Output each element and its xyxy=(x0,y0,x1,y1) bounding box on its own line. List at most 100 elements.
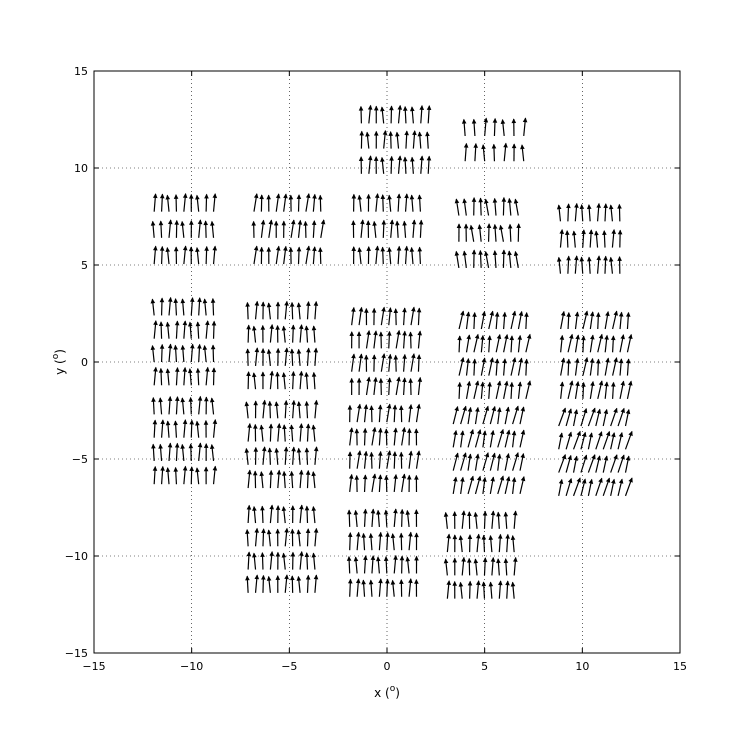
y-tick-label: −10 xyxy=(65,550,88,563)
x-tick-label: −5 xyxy=(281,660,297,673)
quiver-arrow xyxy=(473,511,479,529)
quiver-arrow xyxy=(298,370,304,390)
quiver-arrow xyxy=(625,311,631,330)
quiver-arrow xyxy=(492,197,498,216)
quiver-arrow xyxy=(409,246,415,265)
quiver-arrow xyxy=(399,555,405,574)
quiver-arrow xyxy=(496,558,501,576)
quiver-arrow xyxy=(165,420,171,438)
quiver-arrow xyxy=(399,508,405,527)
quiver-arrow xyxy=(617,229,623,248)
quiver-arrow xyxy=(512,510,518,529)
quiver-arrow xyxy=(373,376,378,396)
quiver-arrow xyxy=(488,535,494,553)
quiver-arrow xyxy=(267,400,273,419)
quiver-arrow xyxy=(404,193,409,212)
quiver-arrow xyxy=(504,476,511,495)
quiver-arrow xyxy=(489,452,496,471)
quiver-arrow xyxy=(365,131,370,149)
quiver-arrow xyxy=(361,532,367,551)
quiver-arrow xyxy=(402,220,407,238)
quiver-arrow xyxy=(386,403,392,423)
quiver-arrow xyxy=(471,197,477,216)
quiver-arrow xyxy=(312,193,317,212)
quiver-arrow xyxy=(624,477,633,497)
quiver-arrow xyxy=(252,552,257,570)
quiver-arrow xyxy=(452,511,457,529)
quiver-arrow xyxy=(165,247,171,265)
quiver-arrow xyxy=(452,476,458,495)
quiver-arrow xyxy=(503,380,509,399)
quiver-arrow xyxy=(284,527,289,547)
quiver-arrow xyxy=(356,377,362,395)
quiver-arrow xyxy=(402,105,408,124)
quiver-arrow xyxy=(501,196,507,216)
quiver-arrow xyxy=(269,324,275,343)
quiver-arrow xyxy=(290,575,295,593)
quiver-arrow xyxy=(512,452,520,471)
quiver-arrow xyxy=(617,432,624,450)
quiver-arrow xyxy=(291,399,296,419)
quiver-arrow xyxy=(158,397,163,415)
quiver-arrow xyxy=(463,223,469,242)
quiver-arrow xyxy=(495,380,502,399)
quiver-arrow xyxy=(304,400,310,419)
quiver-arrow xyxy=(465,380,472,399)
quiver-arrow xyxy=(152,465,158,485)
quiver-arrow xyxy=(522,117,528,137)
quiver-arrow xyxy=(589,380,595,399)
quiver-arrow xyxy=(505,580,510,599)
quiver-arrow xyxy=(564,230,570,248)
quiver-arrow xyxy=(510,581,516,599)
quiver-arrow xyxy=(259,194,264,212)
quiver-arrow xyxy=(381,219,387,238)
quiver-arrow xyxy=(283,400,289,419)
quiver-arrow xyxy=(417,330,423,349)
quiver-arrow xyxy=(477,224,483,242)
quiver-arrow xyxy=(473,558,479,576)
quiver-arrow xyxy=(296,348,302,366)
quiver-arrow xyxy=(402,330,407,349)
quiver-arrow xyxy=(269,504,274,524)
quiver-arrow xyxy=(495,333,502,353)
quiver-arrow xyxy=(559,381,565,399)
quiver-arrow xyxy=(197,395,203,415)
quiver-arrow xyxy=(356,331,362,349)
quiver-arrow xyxy=(369,451,374,469)
quiver-arrow xyxy=(159,343,165,363)
quiver-arrow xyxy=(355,531,361,551)
quiver-arrow xyxy=(617,478,624,496)
quiver-arrow xyxy=(574,311,580,330)
quiver-arrow xyxy=(376,509,381,527)
quiver-arrow xyxy=(371,354,377,372)
quiver-arrow xyxy=(297,219,303,238)
quiver-arrow xyxy=(408,531,413,551)
quiver-arrow xyxy=(167,219,173,238)
quiver-arrow xyxy=(460,476,465,495)
quiver-arrow xyxy=(291,370,296,390)
quiver-arrow xyxy=(604,311,610,330)
quiver-arrow xyxy=(298,469,304,489)
quiver-arrow xyxy=(347,532,353,551)
quiver-arrow xyxy=(471,118,477,137)
quiver-arrow xyxy=(158,220,164,238)
quiver-arrow xyxy=(454,250,460,269)
quiver-arrow xyxy=(465,334,471,353)
quiver-arrow xyxy=(188,443,194,461)
quiver-arrow xyxy=(347,451,353,469)
quiver-arrow xyxy=(373,105,379,124)
quiver-arrow xyxy=(313,446,319,465)
quiver-arrow xyxy=(478,249,483,268)
quiver-arrow xyxy=(574,202,579,222)
quiver-arrow xyxy=(387,377,392,396)
quiver-arrow xyxy=(489,429,495,448)
quiver-arrow xyxy=(244,447,250,465)
quiver-arrow xyxy=(396,193,402,212)
quiver-arrow xyxy=(212,465,218,485)
quiver-arrow xyxy=(281,325,287,343)
quiver-arrow xyxy=(296,575,302,593)
quiver-arrow xyxy=(359,130,365,149)
quiver-arrow xyxy=(370,555,376,574)
quiver-arrow xyxy=(259,424,264,442)
